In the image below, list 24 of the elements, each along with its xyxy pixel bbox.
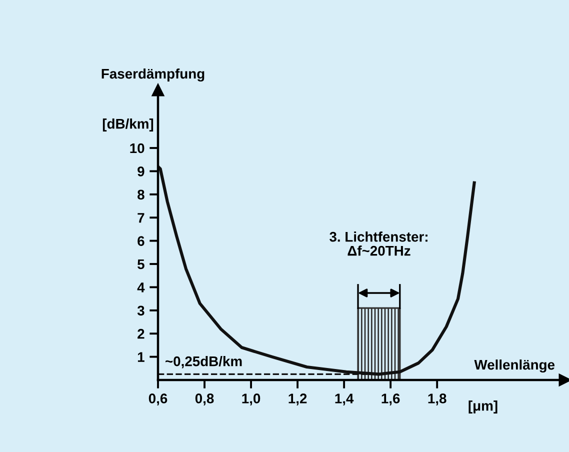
x-tick-label: 1,6 — [382, 394, 400, 406]
line-series — [158, 165, 476, 376]
text: [dB/km] — [102, 118, 154, 132]
ref-line-label: ~0,25dB/km — [166, 356, 242, 368]
y-tick-label: 9 — [138, 166, 144, 176]
x-tick-label: 1,4 — [335, 394, 354, 406]
x-tick-label: 1,8 — [428, 394, 446, 406]
x-tick-label: 1,0 — [242, 394, 260, 406]
x-tick-label: 0,6 — [148, 394, 168, 406]
y-tick-label: 8 — [138, 190, 144, 200]
y-tick-label: 3 — [137, 306, 144, 316]
y-tick-label: 2 — [138, 328, 144, 339]
y-tick-label: 6 — [138, 236, 144, 246]
x-axis-title: Wellenlänge — [474, 359, 555, 373]
x-tick-label: 0,8 — [195, 394, 214, 406]
y-axis-title: Faserdämpfung — [102, 68, 204, 82]
y-tick-label: 1 — [138, 352, 144, 362]
text: [μm] — [468, 400, 498, 414]
annotation: 3. Lichtfenster: Δf~20THz — [330, 232, 428, 256]
y-tick-label: 10 — [130, 143, 144, 154]
y-tick-label: 4 — [137, 282, 145, 292]
y-tick-label: 7 — [138, 213, 144, 223]
x-tick-label: 1,2 — [288, 394, 307, 406]
y-tick-label: 5 — [138, 259, 144, 270]
